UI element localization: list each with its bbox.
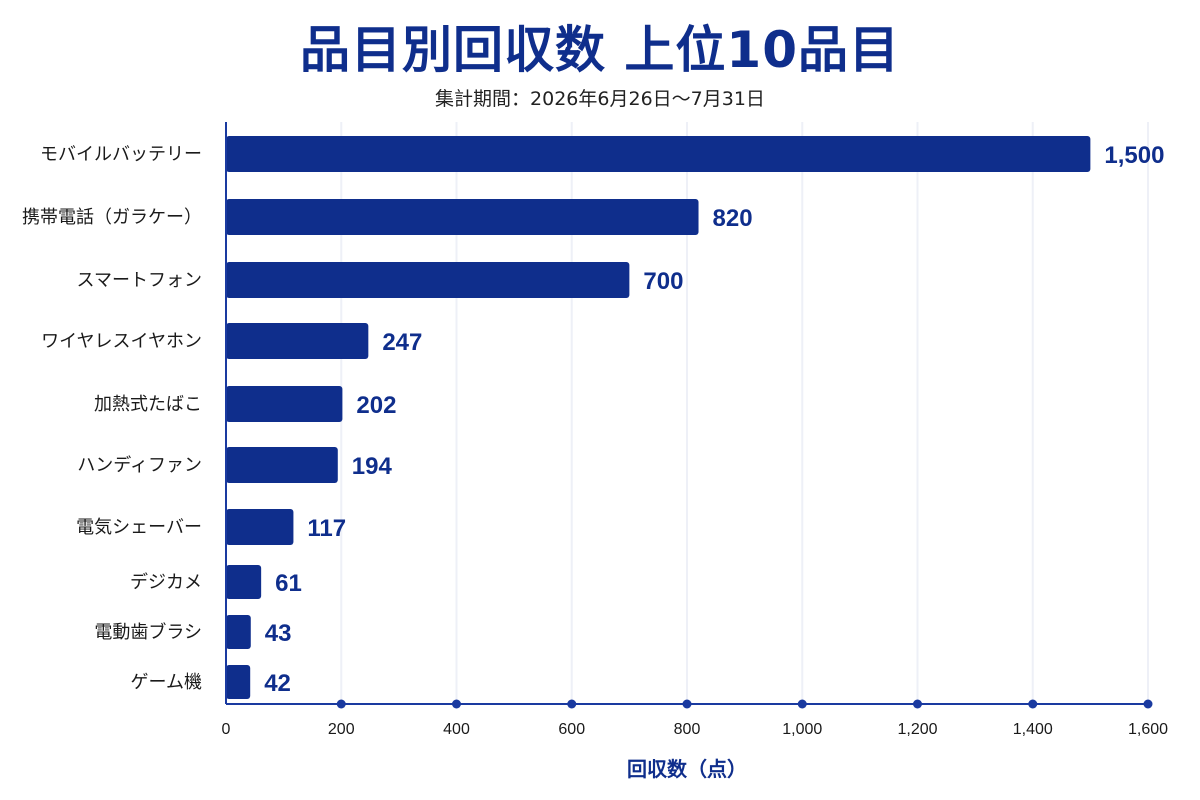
- x-tick-label: 400: [443, 721, 470, 738]
- bar: [226, 447, 338, 483]
- bar: [226, 323, 369, 359]
- value-label: 42: [264, 670, 291, 697]
- value-label: 43: [265, 620, 292, 647]
- value-label: 194: [352, 453, 393, 480]
- value-label: 820: [713, 205, 753, 232]
- x-tick-label: 1,400: [1013, 721, 1053, 738]
- bars-group: [226, 136, 1091, 699]
- x-tick-label: 200: [328, 721, 355, 738]
- value-label: 117: [307, 515, 346, 542]
- x-tick-label: 600: [558, 721, 585, 738]
- bar: [226, 136, 1091, 172]
- bar: [226, 262, 630, 298]
- x-tick-label: 1,000: [782, 721, 822, 738]
- bar: [226, 509, 294, 545]
- bar: [226, 386, 343, 422]
- bar: [226, 615, 251, 649]
- axes: [225, 122, 1153, 709]
- value-label: 247: [382, 329, 422, 356]
- x-tick-label: 1,600: [1128, 721, 1168, 738]
- bar: [226, 665, 251, 699]
- category-label: ワイヤレスイヤホン: [41, 331, 202, 352]
- category-label: デジカメ: [130, 572, 202, 593]
- category-label: ゲーム機: [131, 672, 202, 693]
- x-tick-label: 0: [222, 721, 231, 738]
- chart-subtitle: 集計期間：2026年6月26日～7月31日: [435, 88, 765, 110]
- value-label: 700: [643, 268, 683, 295]
- bar: [226, 565, 262, 599]
- chart-title: 品目別回収数 上位10品目: [300, 21, 900, 79]
- x-tick-label: 1,200: [897, 721, 937, 738]
- category-label: 加熱式たばこ: [94, 394, 202, 415]
- tick-labels: 0 200 400 600 800 1,000 1,200 1,400 1,600: [222, 721, 1169, 738]
- category-label: モバイルバッテリー: [40, 144, 202, 165]
- x-axis-title: 回収数（点）: [627, 757, 747, 781]
- value-label: 202: [356, 392, 396, 419]
- category-label: 電動歯ブラシ: [94, 621, 202, 643]
- category-label: ハンディファン: [77, 455, 202, 476]
- value-label: 1,500: [1104, 142, 1164, 169]
- x-tick-label: 800: [674, 721, 701, 738]
- value-label: 61: [275, 570, 302, 597]
- category-label: 携帯電話（ガラケー）: [22, 207, 202, 228]
- value-labels: 1,500 820 700 247 202 194 117 61 43 42: [264, 142, 1164, 697]
- category-label: 電気シェーバー: [76, 517, 202, 538]
- category-label: スマートフォン: [77, 270, 202, 291]
- bar: [226, 199, 699, 235]
